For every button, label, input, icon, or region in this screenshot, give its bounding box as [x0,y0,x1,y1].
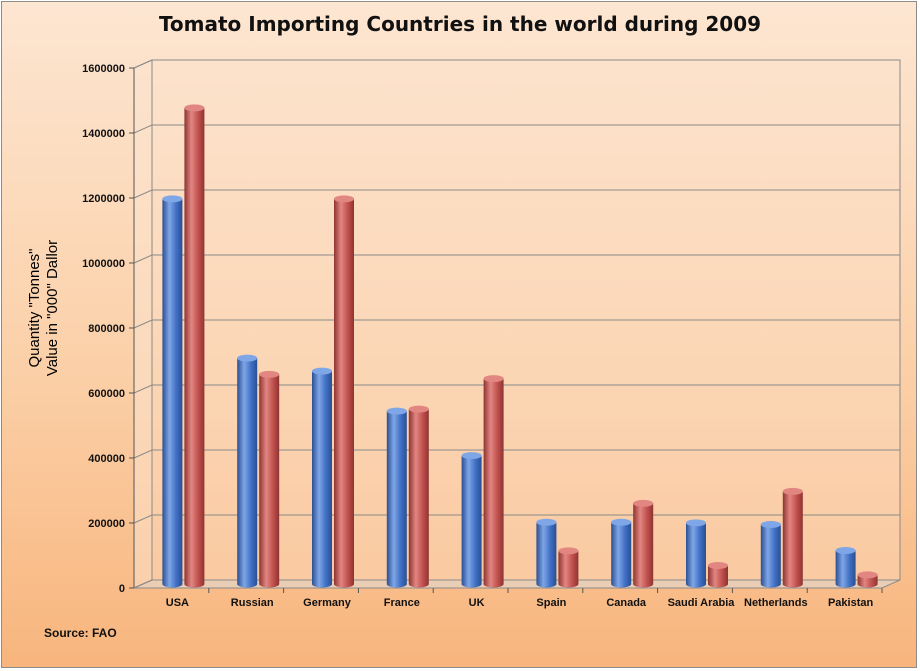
bar-series-2 [633,499,654,588]
bar-cap [857,571,878,579]
bar-body [857,574,878,588]
chart-title: Tomato Importing Countries in the world … [158,12,762,36]
x-tick-label: Spain [536,597,566,609]
bar-cap [259,370,280,378]
bar-series-2 [782,487,803,588]
bar-body [611,522,632,588]
y-tick-label: 600000 [88,388,125,400]
bar-cap [782,487,803,495]
bar-body [782,491,803,588]
bar-body [536,522,557,588]
x-tick-label: USA [166,597,189,609]
bar-cap [611,518,632,526]
bar-cap [558,547,579,555]
x-tick-label: Pakistan [828,597,874,609]
bar-body [708,565,728,588]
bar-body [558,550,579,588]
y-tick-label: 1000000 [82,258,125,270]
bar-cap [461,452,482,460]
x-tick-label: Germany [303,597,352,609]
y-tick-label: 1200000 [82,193,125,205]
gridline [133,124,900,134]
bar-body [835,550,856,588]
bar-series-1 [461,452,482,588]
x-tick-label: UK [469,597,485,609]
x-tick-label: Netherlands [744,597,808,609]
x-tick-label: Saudi Arabia [668,597,736,609]
x-tick-label: Russian [231,597,274,609]
bar-series-1 [835,547,856,588]
bar-cap [536,518,557,526]
bar-cap [334,195,354,203]
bar-cap [162,195,183,203]
x-tick-label: Canada [606,597,647,609]
bar-series-1 [312,367,332,588]
bar-body [334,198,354,588]
bar-body [312,371,332,588]
bar-cap [760,521,781,529]
bar-cap [312,367,332,375]
bar-body [184,107,205,588]
bar-cap [237,354,258,362]
bar-series-1 [386,407,407,588]
bar-series-2 [558,547,579,588]
bar-series-2 [408,405,429,588]
bar-cap [708,561,728,569]
bar-body [760,524,781,588]
gridline [133,189,900,199]
bar-series-2 [483,375,504,588]
bar-body [237,358,258,588]
y-tick-label: 1400000 [82,128,125,140]
gridline [133,449,900,459]
bar-cap [386,407,407,415]
bar-cap [686,519,706,527]
bar-series-2 [259,370,280,588]
bar-series-2 [334,195,354,588]
bar-cap [835,547,856,555]
bar-series-2 [708,561,728,588]
y-tick-label: 0 [119,583,125,595]
bar-series-1 [237,354,258,588]
bar-series-1 [686,519,706,588]
y-tick-label: 400000 [88,453,125,465]
source-note: Source: FAO [44,626,117,640]
y-tick-label: 800000 [88,323,125,335]
bar-body [162,198,183,588]
bar-series-2 [184,104,205,588]
bar-cap [408,405,429,413]
y-tick-label: 200000 [88,518,125,530]
bar-cap [184,104,205,112]
bar-cap [483,375,504,383]
gridline [133,384,900,394]
gridline [133,254,900,264]
bar-body [461,455,482,588]
bar-cap [633,499,654,507]
bar-series-2 [857,571,878,588]
bar-series-1 [611,518,632,588]
bar-body [408,409,429,588]
bar-series-1 [536,518,557,588]
bar-body [483,378,504,588]
bar-body [686,522,706,588]
bar-body [386,411,407,588]
bar-body [633,503,654,588]
gridline [133,319,900,329]
bar-series-1 [162,195,183,588]
gridline [133,59,900,69]
bar-body [259,374,280,588]
y-tick-label: 1600000 [82,63,125,75]
x-tick-label: France [384,597,420,609]
bar-series-1 [760,521,781,588]
